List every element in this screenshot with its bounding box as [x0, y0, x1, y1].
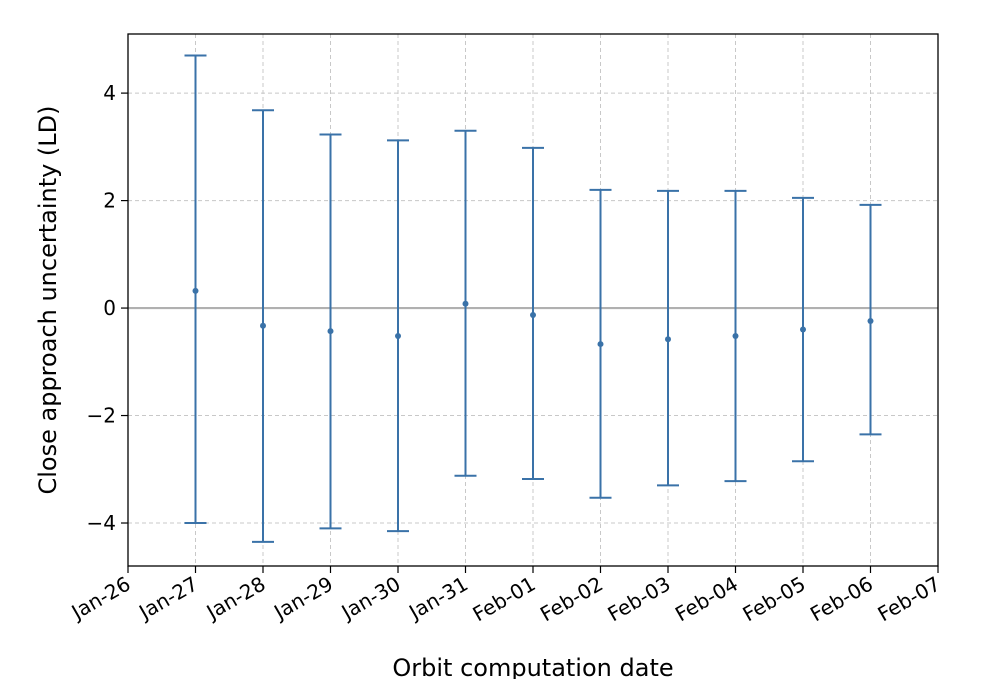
error-bar-jan-30	[387, 139, 409, 533]
x-tick-label: Jan-29	[268, 572, 337, 626]
y-tick-label: 4	[103, 81, 116, 105]
x-tick-label: Feb-03	[604, 572, 675, 627]
error-bar-feb-04	[724, 189, 747, 483]
y-tick-label: −4	[87, 511, 116, 535]
x-tick-label: Feb-02	[536, 572, 607, 627]
x-tick-label: Jan-28	[201, 572, 270, 626]
error-bar-feb-02	[589, 188, 612, 499]
y-axis-title: Close approach uncertainty (LD)	[34, 105, 62, 494]
error-bar-jan-29	[319, 133, 342, 530]
error-bar-feb-01	[522, 146, 544, 480]
x-tick-label: Feb-06	[806, 572, 877, 627]
error-bar-jan-27	[184, 54, 207, 525]
x-tick-label: Feb-07	[874, 572, 945, 627]
x-tick-label: Jan-27	[133, 572, 202, 626]
y-tick-label: 0	[103, 296, 116, 320]
x-tick-label: Feb-05	[739, 572, 810, 627]
data-point	[192, 287, 199, 294]
x-tick-label: Feb-01	[469, 572, 540, 627]
data-point	[800, 326, 806, 333]
x-tick-label: Jan-31	[403, 572, 472, 626]
y-tick-label: 2	[103, 189, 116, 213]
data-point	[462, 300, 469, 307]
y-tick-label: −2	[87, 404, 116, 428]
x-tick-label: Jan-30	[336, 572, 405, 626]
error-bar-feb-05	[792, 196, 814, 463]
x-tick-label: Jan-26	[66, 572, 135, 626]
x-tick-label: Feb-04	[671, 572, 742, 627]
data-point	[597, 341, 604, 348]
data-point	[732, 333, 739, 340]
error-bars-layer	[184, 54, 882, 543]
data-point	[867, 317, 874, 324]
data-point	[530, 312, 536, 319]
data-point	[395, 333, 401, 340]
x-axis-title: Orbit computation date	[392, 654, 673, 679]
data-point	[665, 336, 671, 343]
error-bar-jan-28	[252, 109, 274, 543]
data-point	[260, 322, 266, 329]
error-bar-jan-31	[454, 129, 477, 477]
data-point	[327, 328, 334, 335]
error-bar-feb-06	[859, 203, 882, 436]
error-bar-feb-03	[657, 189, 679, 487]
ticks-layer: Jan-26 Jan-27 Jan-28 Jan-29 Jan-30 Jan-31Feb-…	[66, 81, 945, 626]
